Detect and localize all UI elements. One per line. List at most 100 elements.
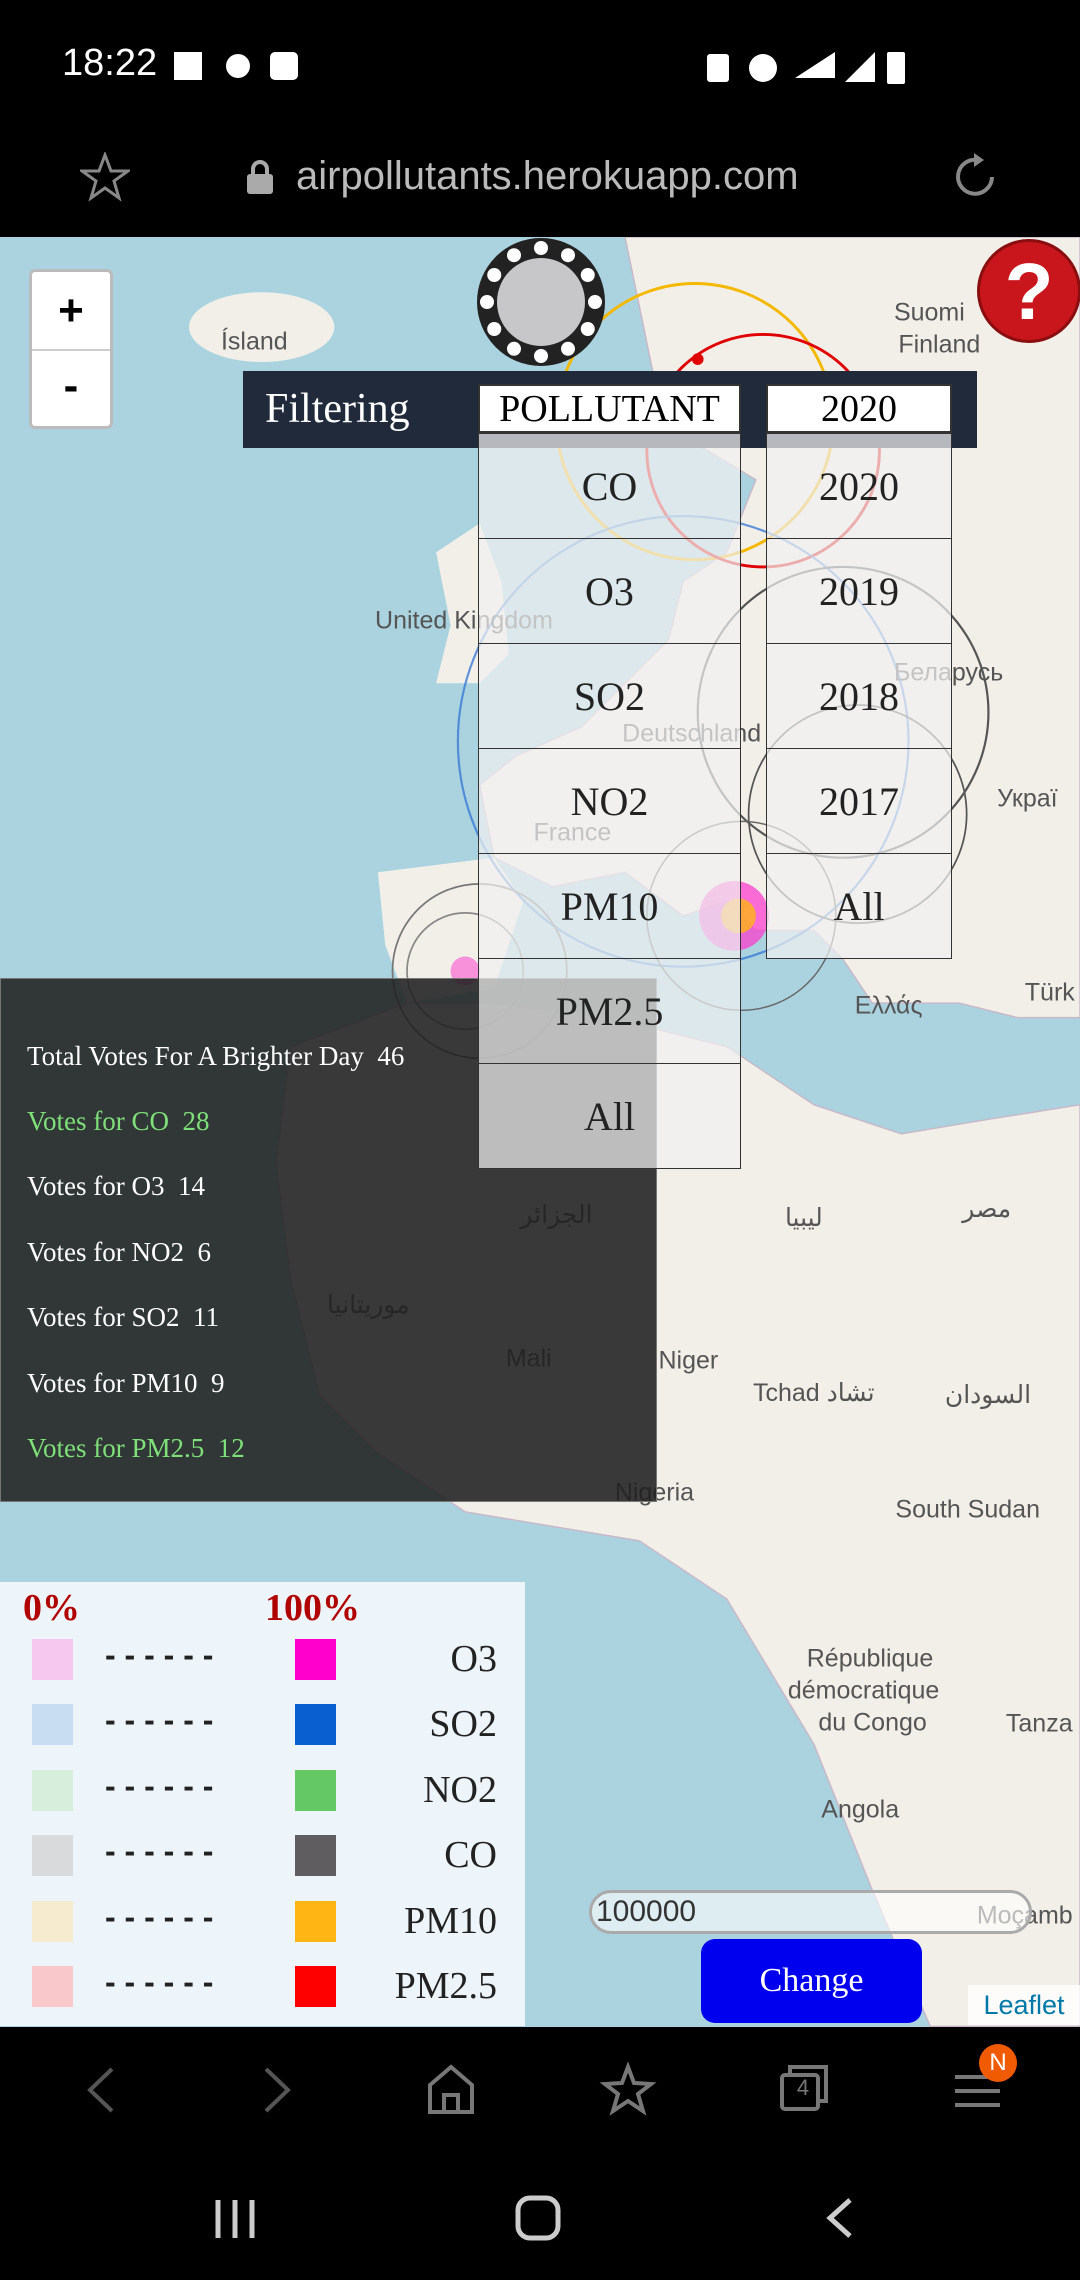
legend-swatch-light — [32, 1900, 73, 1942]
legend-separator: - - - - - - — [105, 1637, 214, 1673]
legend-separator: - - - - - - — [105, 1964, 214, 2000]
attribution[interactable]: Leaflet — [968, 1985, 1080, 2025]
zoom-out[interactable]: - — [63, 361, 79, 410]
legend: 0% 100% - - - - - - O3 - - - - - - SO2 - - -… — [0, 1582, 525, 2026]
legend-label: PM2.5 — [394, 1965, 497, 2007]
legend-swatch-dark — [295, 1835, 336, 1877]
legend-label: SO2 — [429, 1703, 497, 1746]
vote-row: Votes for PM10 9 — [27, 1368, 225, 1399]
zoom-control: + - — [29, 269, 113, 429]
votes-total-count: 46 — [377, 1041, 405, 1071]
vote-row: Votes for PM2.5 12 — [27, 1433, 245, 1464]
votes-panel: Total Votes For A Brighter Day 46 Votes … — [0, 978, 657, 1502]
map-label: démocratique — [787, 1676, 940, 1705]
status-bar: 18:22 — [0, 0, 1080, 124]
legend-label: PM10 — [404, 1899, 497, 1942]
pollutant-option[interactable]: All — [478, 1063, 741, 1169]
map-label: Angola — [821, 1795, 900, 1824]
legend-swatch-light — [32, 1835, 73, 1877]
vote-count: 6 — [197, 1236, 212, 1267]
map-label: Türk — [1024, 978, 1075, 1007]
legend-label: O3 — [450, 1638, 497, 1680]
year-option[interactable]: All — [766, 853, 952, 959]
pollutant-option[interactable]: NO2 — [478, 748, 741, 854]
year-select[interactable]: 2020 — [766, 384, 952, 433]
legend-min: 0% — [23, 1587, 80, 1629]
change-button[interactable]: Change — [701, 1939, 922, 2023]
year-option[interactable]: 2018 — [766, 643, 952, 749]
pollutant-option[interactable]: CO — [478, 433, 741, 539]
legend-swatch-dark — [295, 1639, 336, 1680]
map-label: du Congo — [818, 1708, 927, 1737]
map-label: Ísland — [220, 327, 288, 356]
legend-swatch-light — [32, 1769, 73, 1811]
legend-swatch-light — [32, 1704, 73, 1746]
vote-row: Votes for SO2 11 — [27, 1302, 219, 1333]
map-label: ليبيا — [784, 1204, 823, 1233]
vote-count: 9 — [211, 1367, 225, 1398]
browser-nav: 4 N — [0, 2027, 1080, 2160]
reload[interactable] — [948, 150, 1002, 204]
legend-label: CO — [444, 1834, 497, 1877]
legend-swatch-dark — [295, 1769, 336, 1811]
vote-label: Votes for PM10 — [27, 1367, 198, 1398]
browser-bar: airpollutants.herokuapp.com — [0, 124, 1080, 237]
map-label: Украї — [997, 784, 1058, 813]
legend-swatch-light — [32, 1966, 73, 2007]
map-label: السودان — [944, 1381, 1032, 1410]
tab-count[interactable]: 4 — [796, 2075, 810, 2100]
vote-label: Votes for NO2 — [27, 1236, 184, 1267]
legend-label: NO2 — [423, 1768, 497, 1811]
legend-swatch-light — [32, 1639, 73, 1680]
map-label: République — [806, 1644, 934, 1673]
map-label: Suomi — [893, 298, 965, 327]
legend-separator: - - - - - - — [105, 1702, 214, 1739]
year-option[interactable]: 2017 — [766, 748, 952, 854]
votes-total-label: Total Votes For A Brighter Day — [27, 1041, 364, 1071]
radius-input[interactable]: 100000 — [589, 1890, 1032, 1934]
settings-gear[interactable] — [475, 238, 607, 368]
bookmark-star[interactable] — [80, 152, 130, 202]
pollutant-option[interactable]: PM2.5 — [478, 958, 741, 1064]
vote-count: 28 — [182, 1106, 210, 1136]
legend-max: 100% — [265, 1587, 360, 1629]
url[interactable]: airpollutants.herokuapp.com — [296, 154, 799, 198]
legend-separator: - - - - - - — [105, 1898, 214, 1935]
map-label: Niger — [658, 1346, 719, 1375]
system-nav — [215, 2195, 852, 2241]
legend-swatch-dark — [295, 1966, 336, 2007]
vote-count: 12 — [217, 1433, 245, 1463]
legend-separator: - - - - - - — [105, 1767, 214, 1804]
pollutant-option[interactable]: PM10 — [478, 853, 741, 959]
map-label: Ελλάς — [854, 991, 923, 1020]
vote-label: Votes for CO — [27, 1106, 170, 1136]
profile-badge[interactable]: N — [989, 2049, 1007, 2076]
clock: 18:22 — [62, 42, 158, 84]
zoom-in[interactable]: + — [32, 272, 110, 351]
legend-swatch-dark — [295, 1900, 336, 1942]
nav-icons — [87, 2044, 1017, 2116]
pollutant-select[interactable]: POLLUTANT — [478, 384, 741, 433]
vote-row: Votes for CO 28 — [27, 1106, 210, 1137]
vote-row: Votes for NO2 6 — [27, 1237, 211, 1268]
status-icons — [174, 52, 298, 80]
help-button[interactable]: ? — [977, 239, 1080, 343]
vote-label: Votes for SO2 — [27, 1302, 180, 1333]
map-label: Tanza — [1005, 1709, 1073, 1738]
votes-total: Total Votes For A Brighter Day 46 — [27, 1041, 404, 1072]
map-label: Tchad تشاد — [752, 1378, 875, 1407]
map-label: South Sudan — [895, 1495, 1040, 1524]
map-label: Finland — [898, 330, 981, 358]
vote-count: 14 — [178, 1171, 205, 1202]
vote-count: 11 — [193, 1302, 220, 1333]
year-option[interactable]: 2019 — [766, 538, 952, 644]
map-label: مصر — [962, 1195, 1012, 1224]
year-option[interactable]: 2020 — [766, 433, 952, 539]
vote-row: Votes for O3 14 — [27, 1171, 205, 1202]
pollutant-option[interactable]: O3 — [478, 538, 741, 644]
vote-label: Votes for O3 — [27, 1171, 165, 1202]
pollutant-option[interactable]: SO2 — [478, 643, 741, 749]
legend-swatch-dark — [295, 1704, 336, 1746]
vote-label: Votes for PM2.5 — [27, 1433, 205, 1463]
